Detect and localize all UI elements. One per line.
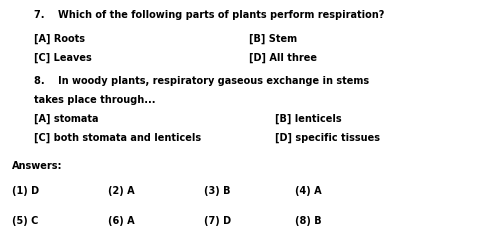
Text: (5) C: (5) C xyxy=(12,216,38,226)
Text: [B] Stem: [B] Stem xyxy=(249,34,297,44)
Text: [D] All three: [D] All three xyxy=(249,52,317,63)
Text: (1) D: (1) D xyxy=(12,186,39,196)
Text: [A] stomata: [A] stomata xyxy=(34,114,98,124)
Text: 7.    Which of the following parts of plants perform respiration?: 7. Which of the following parts of plant… xyxy=(34,10,384,20)
Text: [C] Leaves: [C] Leaves xyxy=(34,52,91,63)
Text: (2) A: (2) A xyxy=(108,186,135,196)
Text: (3) B: (3) B xyxy=(204,186,230,196)
Text: [D] specific tissues: [D] specific tissues xyxy=(275,132,380,143)
Text: (8) B: (8) B xyxy=(295,216,321,226)
Text: Answers:: Answers: xyxy=(12,161,62,171)
Text: [B] lenticels: [B] lenticels xyxy=(275,114,342,124)
Text: (6) A: (6) A xyxy=(108,216,135,226)
Text: takes place through...: takes place through... xyxy=(34,95,155,105)
Text: [C] both stomata and lenticels: [C] both stomata and lenticels xyxy=(34,132,202,143)
Text: (7) D: (7) D xyxy=(204,216,231,226)
Text: 8.    In woody plants, respiratory gaseous exchange in stems: 8. In woody plants, respiratory gaseous … xyxy=(34,76,369,86)
Text: [A] Roots: [A] Roots xyxy=(34,34,84,44)
Text: (4) A: (4) A xyxy=(295,186,321,196)
